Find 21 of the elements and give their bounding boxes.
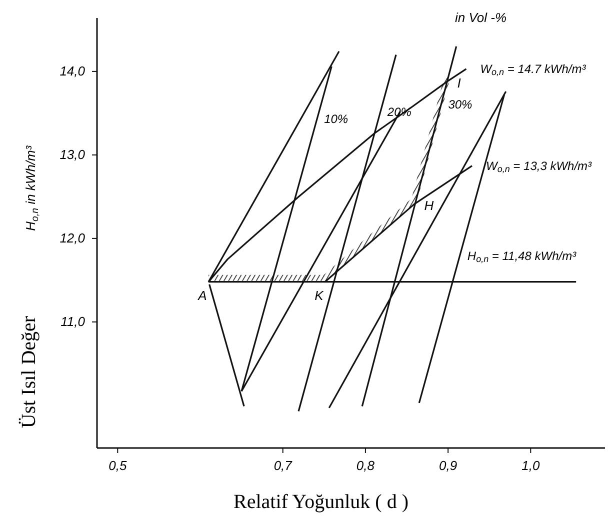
annotation: A <box>197 288 207 303</box>
y-axis-title: Üst Isıl Değer <box>18 316 40 428</box>
annotation: I <box>457 75 462 90</box>
series-label: W$_{o,n}$ = 13,3 kWh/m³ <box>486 158 593 174</box>
y-tick-label: 14,0 <box>60 63 86 78</box>
series-label: H$_{o,n}$ = 11,48 kWh/m³ <box>467 248 578 264</box>
series-label: 10% <box>324 112 348 126</box>
annotation: H <box>424 198 434 214</box>
x-axis-title: Relatif Yoğunluk ( d ) <box>234 491 408 513</box>
x-tick-label: 0,5 <box>108 458 128 473</box>
annotation: in Vol -% <box>455 10 507 25</box>
y-tick-label: 11,0 <box>60 314 86 329</box>
x-tick-label: 0,8 <box>356 458 376 473</box>
y-tick-label: 12,0 <box>60 230 86 246</box>
series-label: W$_{o,n}$ = 14.7 kWh/m³ <box>480 62 587 78</box>
y-tick-label: 13,0 <box>60 146 86 162</box>
series-label: 30% <box>448 97 473 112</box>
x-tick-label: 0,7 <box>274 458 293 473</box>
x-tick-label: 1,0 <box>522 458 540 473</box>
x-tick-label: 0,9 <box>439 458 458 473</box>
annotation: K <box>314 288 325 303</box>
